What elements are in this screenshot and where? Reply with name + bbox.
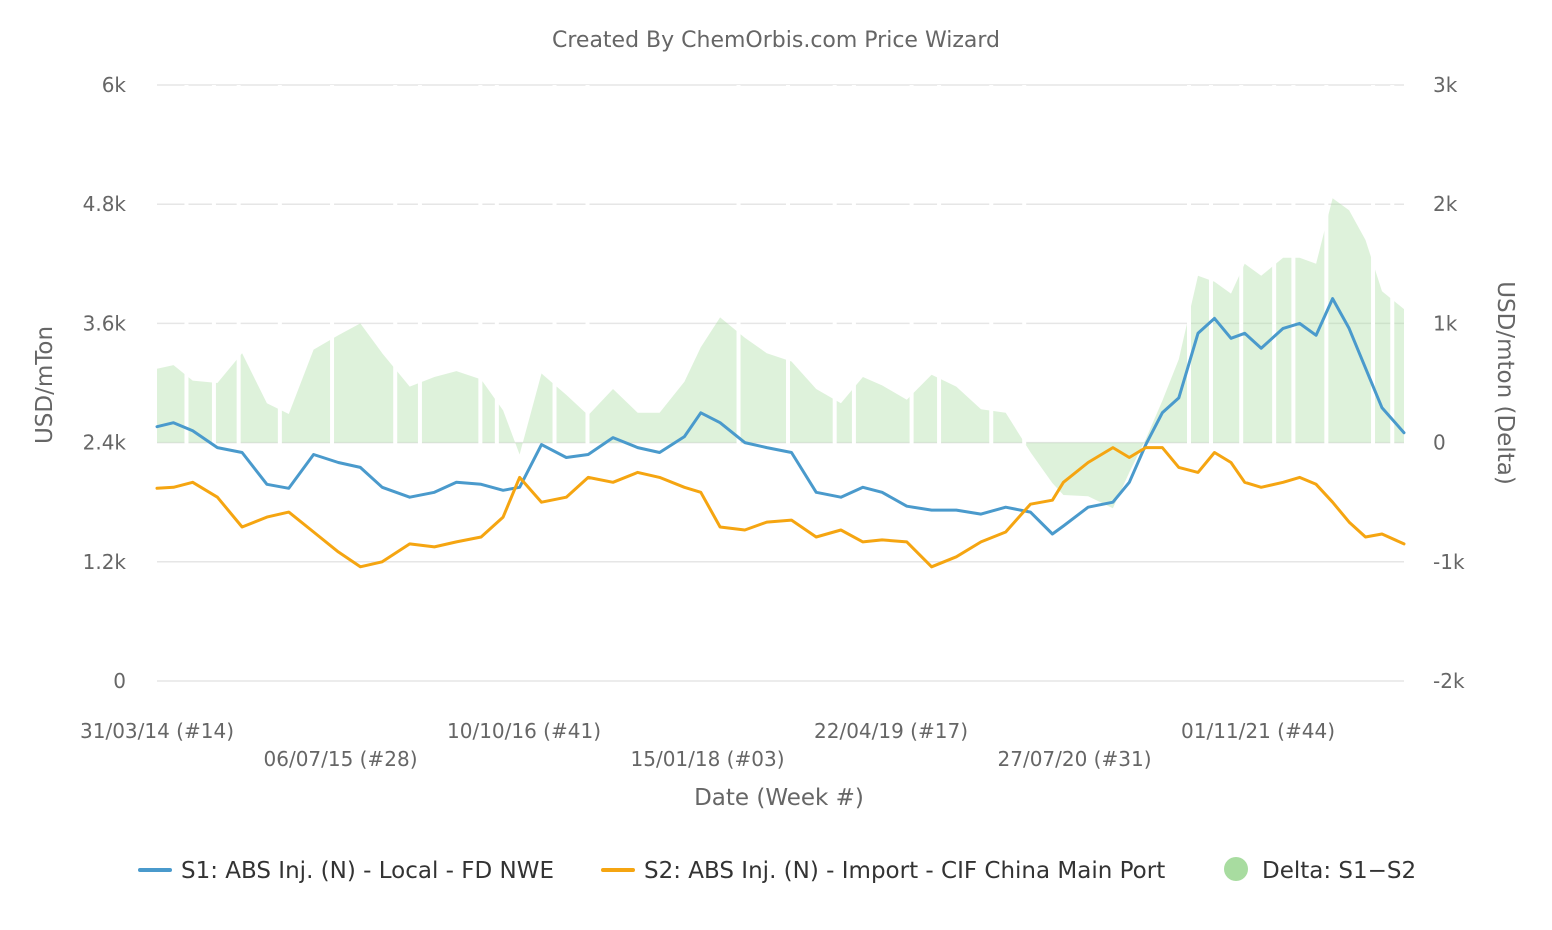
delta-gap — [1239, 85, 1244, 445]
y2-axis-title: USD/mton (Delta) — [1492, 281, 1518, 485]
y-tick-label: 1.2k — [83, 550, 127, 574]
delta-gap — [1272, 85, 1277, 445]
y2-tick-label: 1k — [1433, 311, 1458, 335]
delta-area-layer — [157, 85, 1404, 509]
delta-gap — [1390, 85, 1395, 445]
chart-title: Created By ChemOrbis.com Price Wizard — [552, 28, 1000, 53]
y-axis-title: USD/mTon — [32, 326, 58, 444]
series-line-s2 — [155, 446, 1406, 569]
x-tick-label: 15/01/18 (#03) — [631, 747, 785, 771]
legend-item-s2[interactable]: S2: ABS Inj. (N) - Import - CIF China Ma… — [601, 858, 1165, 884]
legend-label-s2: S2: ABS Inj. (N) - Import - CIF China Ma… — [644, 858, 1165, 884]
y-tick-label: 2.4k — [83, 431, 127, 455]
x-axis-title: Date (Week #) — [694, 785, 864, 811]
y-axis-right-ticks: -2k -1k 0 1k 2k 3k — [1433, 73, 1465, 693]
x-axis-ticks: 31/03/14 (#14) 06/07/15 (#28) 10/10/16 (#4… — [80, 719, 1335, 771]
delta-gap — [211, 85, 216, 445]
delta-gap — [1187, 85, 1192, 445]
x-tick-label: 01/11/21 (#44) — [1181, 719, 1335, 743]
series-line-s1 — [155, 297, 1406, 536]
legend-label-s1: S1: ABS Inj. (N) - Local - FD NWE — [181, 858, 554, 884]
y-axis-left-ticks: 0 1.2k 2.4k 3.6k 4.8k 6k — [83, 73, 127, 693]
legend-item-delta[interactable]: Delta: S1−S2 — [1224, 857, 1416, 884]
delta-gap — [393, 85, 398, 445]
delta-gap — [1291, 85, 1296, 445]
x-tick-label: 31/03/14 (#14) — [80, 719, 234, 743]
delta-gap — [552, 85, 557, 445]
y2-tick-label: 0 — [1433, 431, 1446, 455]
delta-gap — [989, 85, 994, 445]
y2-tick-label: 2k — [1433, 192, 1458, 216]
x-tick-label: 22/04/19 (#17) — [814, 719, 968, 743]
legend: S1: ABS Inj. (N) - Local - FD NWE S2: AB… — [138, 857, 1416, 884]
y-tick-label: 4.8k — [83, 192, 127, 216]
delta-gap — [184, 85, 189, 445]
delta-gap — [417, 85, 422, 445]
x-tick-label: 27/07/20 (#31) — [998, 747, 1152, 771]
y-tick-label: 0 — [113, 669, 126, 693]
delta-area — [157, 198, 1404, 509]
delta-gap — [937, 85, 942, 445]
delta-gap — [585, 85, 590, 445]
delta-gap — [1371, 85, 1376, 445]
delta-gap — [478, 85, 483, 445]
y2-tick-label: -2k — [1433, 669, 1465, 693]
x-tick-label: 10/10/16 (#41) — [447, 719, 601, 743]
delta-gap — [1022, 85, 1027, 445]
delta-gap — [909, 85, 914, 445]
y2-tick-label: 3k — [1433, 73, 1458, 97]
delta-gap — [277, 85, 282, 445]
y-tick-label: 3.6k — [83, 311, 127, 335]
legend-label-delta: Delta: S1−S2 — [1262, 858, 1416, 884]
series-lines-layer — [155, 297, 1406, 569]
delta-gap — [832, 85, 837, 445]
delta-gap — [1208, 85, 1213, 445]
delta-gap — [851, 85, 856, 445]
delta-gap — [494, 85, 499, 445]
delta-gap — [330, 85, 335, 445]
y2-tick-label: -1k — [1433, 550, 1465, 574]
legend-swatch-delta — [1224, 857, 1248, 881]
delta-gap — [236, 85, 241, 445]
x-tick-label: 06/07/15 (#28) — [264, 747, 418, 771]
grid-lines — [157, 84, 1404, 682]
delta-gap — [736, 85, 741, 445]
delta-gap — [1324, 85, 1329, 445]
legend-item-s1[interactable]: S1: ABS Inj. (N) - Local - FD NWE — [138, 858, 554, 884]
y-tick-label: 6k — [102, 73, 127, 97]
delta-gap — [785, 85, 790, 445]
